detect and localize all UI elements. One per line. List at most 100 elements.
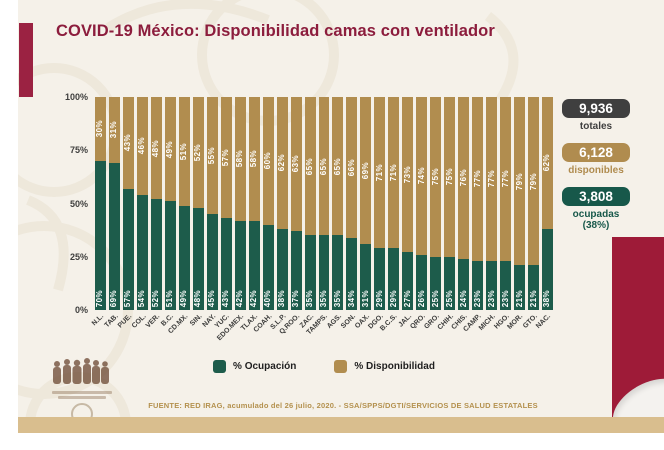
bar-qroo: 63% 37% Q.ROO. — [278, 97, 302, 336]
ocupacion-segment: 54% — [136, 194, 148, 310]
bar-chih: 75% 25% CHIH. — [436, 97, 456, 331]
stat-totales-value: 9,936 — [562, 99, 630, 118]
ocupacion-value-label: 42% — [249, 289, 259, 307]
disponibilidad-value-label: 71% — [374, 164, 384, 182]
ocupacion-value-label: 34% — [346, 289, 356, 307]
legend-label: % Disponibilidad — [354, 361, 435, 372]
ocupacion-value-label: 24% — [458, 289, 468, 307]
disponibilidad-value-label: 43% — [123, 134, 133, 152]
stat-disponibles: 6,128 disponibles — [562, 143, 630, 176]
disponibilidad-segment: 73% — [402, 97, 414, 253]
ocupacion-value-label: 29% — [374, 289, 384, 307]
legend: % Ocupación % Disponibilidad — [95, 360, 553, 373]
y-axis-tick: 75% — [69, 145, 88, 156]
disponibilidad-segment: 65% — [332, 97, 344, 236]
ocupacion-segment: 31% — [360, 243, 372, 310]
disponibilidad-value-label: 75% — [444, 168, 454, 186]
ocupacion-value-label: 70% — [95, 289, 105, 307]
disponibilidad-segment: 51% — [178, 97, 190, 206]
ocupacion-value-label: 57% — [123, 289, 133, 307]
bar-nac: 62% 38% NAC. — [535, 97, 553, 330]
ocupacion-value-label: 25% — [430, 289, 440, 307]
ocupacion-segment: 25% — [430, 256, 442, 310]
ocupacion-value-label: 40% — [263, 289, 273, 307]
ocupacion-segment: 37% — [290, 231, 302, 310]
disponibilidad-value-label: 66% — [346, 158, 356, 176]
bar-hgo: 77% 23% HGO. — [493, 97, 512, 331]
ocupacion-value-label: 37% — [291, 289, 301, 307]
ocupacion-segment: 38% — [276, 229, 288, 310]
ocupacion-value-label: 35% — [318, 289, 328, 307]
disponibilidad-value-label: 71% — [388, 164, 398, 182]
ocupacion-segment: 51% — [164, 201, 176, 310]
bar-mor: 79% 21% MOR. — [507, 97, 526, 331]
x-axis-label: SIN. — [188, 313, 204, 328]
disponibilidad-segment: 30% — [95, 97, 106, 161]
bar-zac: 65% 35% ZAC. — [298, 97, 316, 330]
ocupacion-value-label: 23% — [486, 289, 496, 307]
disponibilidad-segment: 71% — [374, 97, 386, 249]
y-axis-tick: 0% — [74, 305, 88, 315]
disponibilidad-value-label: 77% — [500, 170, 510, 188]
disponibilidad-segment: 65% — [318, 97, 330, 236]
y-axis-tick: 100% — [64, 92, 88, 102]
stat-totales-label: totales — [579, 121, 613, 132]
x-axis-label: COL. — [130, 313, 148, 330]
ocupacion-segment: 35% — [318, 235, 330, 310]
ocupacion-value-label: 26% — [416, 289, 426, 307]
ocupacion-segment: 43% — [220, 218, 232, 310]
ocupacion-segment: 29% — [388, 248, 400, 310]
stat-disponibles-label: disponibles — [568, 165, 624, 176]
bar-chis: 76% 24% CHIS. — [450, 97, 470, 331]
x-axis-label: TAB. — [103, 313, 120, 330]
ocupacion-value-label: 35% — [305, 289, 315, 307]
ocupacion-segment: 42% — [248, 220, 260, 310]
stat-ocupadas: 3,808 ocupadas (38%) — [562, 187, 630, 231]
legend-item-ocupacion: % Ocupación — [213, 360, 296, 373]
disponibilidad-value-label: 57% — [221, 149, 231, 167]
bar-nay: 55% 45% NAY. — [201, 97, 218, 329]
disponibilidad-value-label: 74% — [416, 167, 426, 185]
bar-jal: 73% 27% JAL. — [397, 97, 414, 329]
disponibilidad-segment: 79% — [514, 97, 526, 266]
disponibilidad-value-label: 62% — [542, 154, 552, 172]
bar-bc: 49% 51% B.C. — [160, 97, 176, 328]
ocupacion-segment: 23% — [486, 261, 498, 310]
ocupacion-value-label: 21% — [528, 289, 538, 307]
ocupacion-segment: 52% — [150, 199, 162, 310]
ocupacion-segment: 34% — [346, 237, 358, 310]
ocupacion-value-label: 35% — [332, 289, 342, 307]
watermark-text-line — [58, 396, 106, 399]
stat-disponibles-value: 6,128 — [562, 143, 630, 162]
x-axis-label: AGS. — [325, 313, 343, 331]
bar-bcs: 71% 29% B.C.S. — [379, 97, 400, 333]
bar-mich: 77% 23% MICH. — [478, 97, 498, 332]
ocupacion-segment: 23% — [500, 261, 512, 310]
bar-ver: 48% 52% VER. — [145, 97, 162, 330]
disponibilidad-value-label: 58% — [235, 150, 245, 168]
bar-nl: 30% 70% N.L. — [91, 97, 106, 327]
watermark-text-line — [52, 391, 112, 394]
ocupacion-value-label: 49% — [179, 289, 189, 307]
person-shoulder — [612, 367, 664, 417]
x-axis-label: N.L. — [91, 313, 106, 328]
ocupacion-segment: 27% — [402, 252, 414, 310]
disponibilidad-segment: 65% — [304, 97, 316, 236]
ocupacion-value-label: 29% — [388, 289, 398, 307]
disponibilidad-segment: 71% — [388, 97, 400, 249]
ocupacion-value-label: 38% — [542, 289, 552, 307]
ocupacion-value-label: 69% — [109, 289, 119, 307]
disponibilidad-value-label: 58% — [249, 150, 259, 168]
bar-oax: 69% 31% OAX. — [354, 97, 372, 330]
disponibilidad-value-label: 77% — [486, 170, 496, 188]
disponibilidad-value-label: 75% — [430, 168, 440, 186]
bar-tab: 31% 69% TAB. — [103, 97, 120, 329]
ocupacion-segment: 42% — [234, 220, 246, 310]
ocupacion-segment: 21% — [528, 265, 539, 310]
disponibilidad-value-label: 79% — [528, 172, 538, 190]
ocupacion-value-label: 51% — [165, 289, 175, 307]
ocupacion-segment: 69% — [108, 163, 120, 310]
ocupacion-swatch-icon — [213, 360, 227, 373]
bar-pue: 43% 57% PUE. — [117, 97, 134, 330]
